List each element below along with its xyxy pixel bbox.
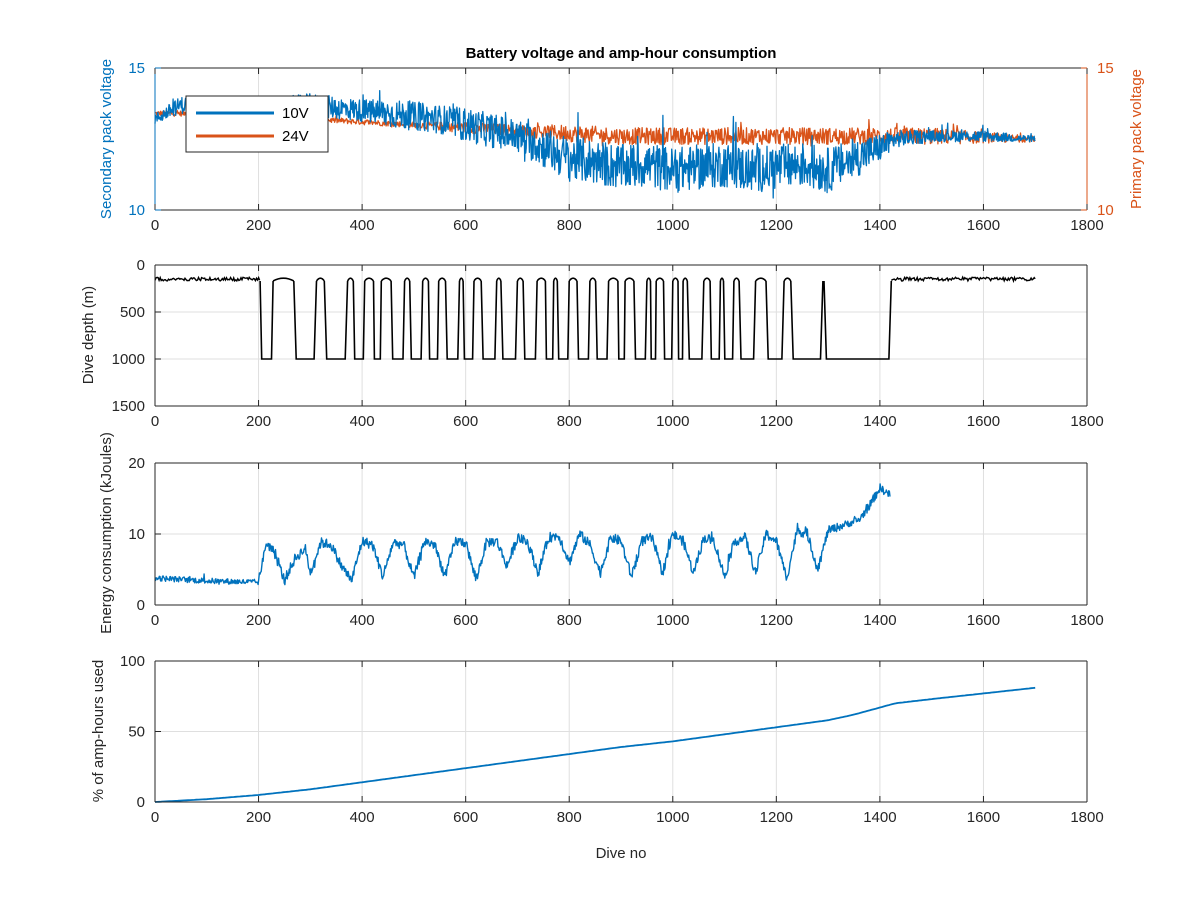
depth-surface-humps (272, 277, 792, 282)
x-tick-label: 1400 (863, 413, 896, 430)
y-tick-label: 50 (128, 724, 145, 741)
y-axis-label: % of amp-hours used (90, 660, 107, 803)
x-tick-label: 1400 (863, 809, 896, 826)
y-tick-label: 500 (120, 304, 145, 321)
depth-surface-segment-end (890, 275, 1036, 284)
x-tick-label: 1600 (967, 217, 1000, 234)
x-tick-label: 800 (557, 217, 582, 234)
energy-line (154, 483, 891, 586)
legend-label-10v: 10V (282, 105, 309, 122)
x-tick-label: 600 (453, 809, 478, 826)
x-axis-label: Dive no (596, 845, 647, 862)
x-tick-label: 200 (246, 217, 271, 234)
x-tick-label: 1600 (967, 612, 1000, 629)
x-tick-label: 1600 (967, 413, 1000, 430)
x-tick-label: 1800 (1070, 612, 1103, 629)
legend-box (185, 95, 329, 153)
x-tick-label: 400 (350, 809, 375, 826)
x-tick-label: 1400 (863, 612, 896, 629)
y-tick-label: 0 (137, 257, 145, 274)
depth-surface-segment-start (154, 275, 261, 283)
x-tick-label: 400 (350, 413, 375, 430)
x-tick-label: 1200 (760, 413, 793, 430)
depth-dive-profile (259, 280, 893, 360)
y-tick-label: 100 (120, 653, 145, 670)
axes-layer (154, 67, 1088, 803)
x-tick-label: 200 (246, 612, 271, 629)
y-tick-label: 20 (128, 455, 145, 472)
y-tick-label: 1000 (112, 351, 145, 368)
y-tick-label: 0 (137, 794, 145, 811)
legend-label-24v: 24V (282, 128, 309, 145)
y-tick-label: 10 (128, 202, 145, 219)
y-tick-label: 0 (137, 597, 145, 614)
x-tick-label: 400 (350, 612, 375, 629)
x-tick-label: 1800 (1070, 413, 1103, 430)
x-tick-label: 200 (246, 809, 271, 826)
x-tick-label: 0 (151, 217, 159, 234)
x-tick-label: 800 (557, 413, 582, 430)
x-tick-label: 1200 (760, 809, 793, 826)
x-tick-label: 1200 (760, 612, 793, 629)
x-tick-label: 600 (453, 413, 478, 430)
x-tick-label: 1600 (967, 809, 1000, 826)
y-tick-label: 10 (128, 526, 145, 543)
x-tick-label: 800 (557, 809, 582, 826)
y-axis-label: Energy consumption (kJoules) (98, 432, 115, 634)
x-tick-label: 600 (453, 612, 478, 629)
x-tick-label: 1000 (656, 217, 689, 234)
x-tick-label: 1800 (1070, 809, 1103, 826)
x-tick-label: 0 (151, 413, 159, 430)
x-tick-label: 1200 (760, 217, 793, 234)
y-axis-label-left: Secondary pack voltage (98, 59, 115, 219)
amp-hours-line (154, 686, 1036, 803)
text-layer: 0 200 400 600 800 1000 1200 1400 1600 18001015101… (80, 45, 1145, 862)
x-tick-label: 0 (151, 612, 159, 629)
x-tick-label: 0 (151, 809, 159, 826)
y-tick-label-right: 10 (1097, 202, 1114, 219)
chart-title: Battery voltage and amp-hour consumption (466, 45, 777, 62)
x-tick-label: 1000 (656, 809, 689, 826)
x-tick-label: 1000 (656, 413, 689, 430)
x-tick-label: 1400 (863, 217, 896, 234)
x-tick-label: 200 (246, 413, 271, 430)
y-axis-label-right: Primary pack voltage (1128, 69, 1145, 209)
x-tick-label: 800 (557, 612, 582, 629)
y-tick-label-right: 15 (1097, 60, 1114, 77)
x-tick-label: 400 (350, 217, 375, 234)
y-axis-label: Dive depth (m) (80, 286, 97, 384)
x-tick-label: 1800 (1070, 217, 1103, 234)
y-tick-label: 1500 (112, 398, 145, 415)
x-tick-label: 1000 (656, 612, 689, 629)
y-tick-label: 15 (128, 60, 145, 77)
x-tick-label: 600 (453, 217, 478, 234)
